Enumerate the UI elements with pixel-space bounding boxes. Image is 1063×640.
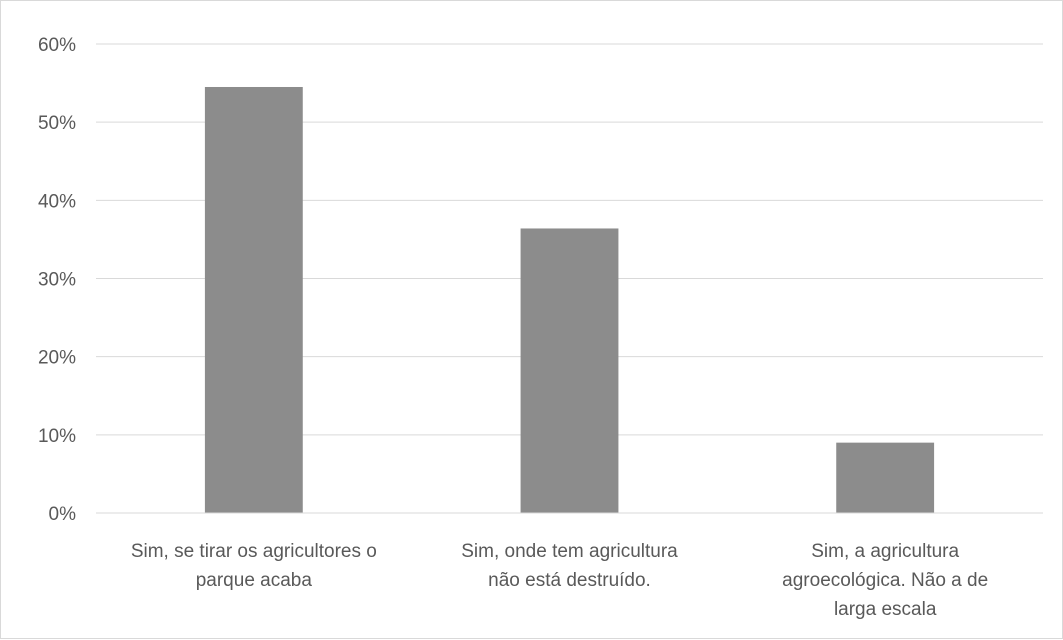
bar xyxy=(204,86,303,513)
y-tick-label: 50% xyxy=(38,113,76,134)
bar xyxy=(520,228,619,513)
x-axis-category-labels: Sim, se tirar os agricultores o parque ac… xyxy=(131,541,988,620)
bars xyxy=(204,86,935,513)
y-tick-label: 10% xyxy=(38,426,76,447)
y-tick-label: 40% xyxy=(38,191,76,212)
x-category-label: Sim, se tirar os agricultores o parque ac… xyxy=(131,541,377,591)
bar xyxy=(836,442,935,513)
x-category-label: Sim, a agricultura agroecológica. Não a d… xyxy=(782,541,988,620)
y-tick-label: 60% xyxy=(38,35,76,56)
x-category-label: Sim, onde tem agricultura não está destru… xyxy=(461,541,678,591)
y-tick-label: 30% xyxy=(38,270,76,291)
y-tick-label: 0% xyxy=(49,504,77,525)
y-tick-label: 20% xyxy=(38,348,76,369)
y-axis-tick-labels: 0% 10% 20% 30% 40% 50% 60% xyxy=(38,35,76,525)
